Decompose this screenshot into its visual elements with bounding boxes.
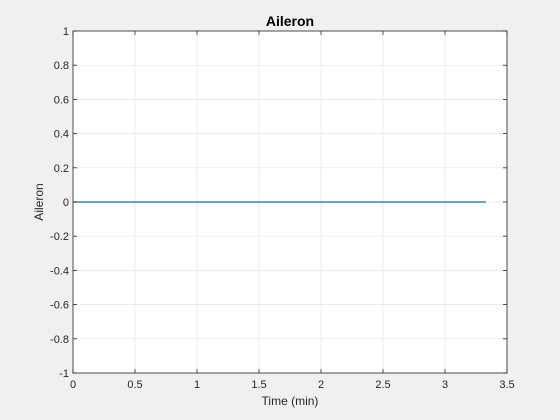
x-tick-label: 3 (442, 379, 448, 391)
x-tick-label: 3.5 (499, 379, 514, 391)
y-axis-label: Aileron (32, 183, 46, 220)
y-tick-label: 1 (63, 26, 69, 38)
x-tick-label: 2 (318, 379, 324, 391)
y-tick-label: -0.6 (50, 300, 69, 312)
y-tick-label: -1 (59, 368, 69, 380)
y-tick-label: -0.2 (50, 231, 69, 243)
y-tick-label: -0.4 (50, 265, 69, 277)
y-tick-label: -0.8 (50, 334, 69, 346)
x-tick-label: 1 (194, 379, 200, 391)
x-tick-label: 1.5 (251, 379, 266, 391)
x-axis-label: Time (min) (262, 394, 319, 408)
x-tick-label: 2.5 (375, 379, 390, 391)
y-tick-label: 0.6 (54, 94, 69, 106)
y-tick-labels: -1 -0.8 -0.6 -0.4 -0.2 0 0.2 0.4 0.6 0.8 1 (50, 26, 69, 380)
chart-title: Aileron (266, 13, 314, 29)
tick-marks (72, 30, 508, 374)
y-tick-label: 0.4 (54, 129, 69, 141)
y-tick-label: 0.8 (54, 60, 69, 72)
x-tick-labels: 0 0.5 1 1.5 2 2.5 3 3.5 (70, 379, 515, 391)
x-tick-label: 0 (70, 379, 76, 391)
y-tick-label: 0 (63, 197, 69, 209)
x-tick-label: 0.5 (127, 379, 142, 391)
y-tick-label: 0.2 (54, 163, 69, 175)
